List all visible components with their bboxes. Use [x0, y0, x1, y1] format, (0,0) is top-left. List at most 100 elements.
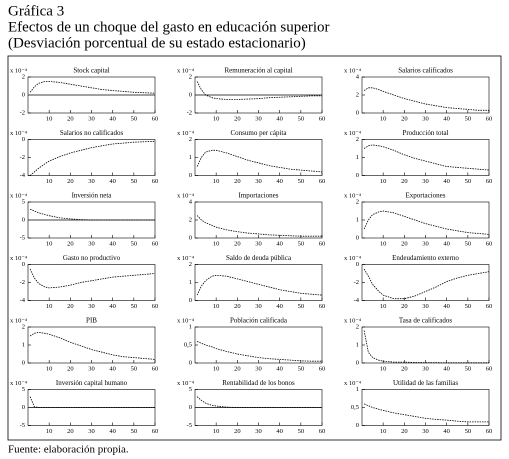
- x-tick-label: 10: [46, 428, 53, 435]
- x-tick-label: 20: [401, 240, 408, 247]
- scale-label: x 10⁻⁴: [10, 130, 28, 137]
- x-tick-label: 10: [46, 303, 53, 310]
- y-tick-label: -5: [20, 422, 25, 429]
- x-tick-label: 40: [109, 178, 116, 185]
- scale-label: x 10⁻⁴: [344, 192, 362, 199]
- y-tick-label: 0: [356, 359, 359, 366]
- x-tick-label: 20: [234, 240, 241, 247]
- x-tick-label: 30: [88, 240, 95, 247]
- y-tick-label: 1: [22, 341, 25, 348]
- x-tick-label: 60: [486, 428, 493, 435]
- x-tick-label: 20: [401, 178, 408, 185]
- x-tick-label: 60: [152, 115, 159, 122]
- x-tick-label: 30: [88, 178, 95, 185]
- x-tick-label: 30: [422, 178, 429, 185]
- x-tick-label: 60: [486, 178, 493, 185]
- scale-label: x 10⁻⁴: [177, 67, 195, 74]
- plot-frame: [361, 76, 490, 114]
- y-tick-label: -2: [187, 109, 192, 116]
- panel-title: Inversión capital humano: [56, 379, 128, 387]
- y-tick-label: 2: [356, 323, 359, 330]
- x-tick-label: 40: [443, 303, 450, 310]
- scale-label: x 10⁻⁴: [10, 317, 28, 324]
- x-tick-label: 20: [401, 303, 408, 310]
- x-tick-label: 60: [319, 365, 326, 372]
- y-tick-label: 0: [22, 261, 25, 268]
- x-tick-label: 30: [422, 240, 429, 247]
- x-tick-label: 10: [380, 115, 387, 122]
- scale-label: x 10⁻⁴: [10, 255, 28, 262]
- x-tick-label: 50: [131, 178, 138, 185]
- plot-frame: [361, 264, 490, 301]
- y-tick-label: -4: [354, 297, 360, 304]
- x-tick-label: 10: [46, 178, 53, 185]
- x-tick-label: 40: [443, 178, 450, 185]
- scale-label: x 10⁻⁴: [344, 380, 362, 387]
- x-tick-label: 30: [88, 115, 95, 122]
- plot-frame: [194, 201, 323, 239]
- y-tick-label: 0: [22, 216, 25, 223]
- y-tick-label: 0: [356, 109, 359, 116]
- y-tick-label: 1: [356, 386, 359, 393]
- y-tick-label: 4: [189, 198, 193, 205]
- x-tick-label: 50: [131, 115, 138, 122]
- x-tick-label: 50: [298, 303, 305, 310]
- panel-title: Utilidad de las familias: [393, 379, 458, 387]
- x-tick-label: 60: [152, 303, 159, 310]
- x-tick-label: 60: [319, 240, 326, 247]
- series-line: [29, 208, 155, 221]
- y-tick-label: 0: [189, 91, 192, 98]
- x-tick-label: 50: [131, 365, 138, 372]
- x-tick-label: 40: [443, 428, 450, 435]
- y-tick-label: 2: [189, 261, 192, 268]
- series-line: [29, 140, 156, 176]
- x-tick-label: 40: [109, 115, 116, 122]
- y-tick-label: 5: [22, 386, 25, 393]
- x-tick-label: 50: [298, 240, 305, 247]
- panel-title: Rentabilidad de los bonos: [222, 379, 295, 387]
- x-tick-label: 50: [131, 303, 138, 310]
- scale-label: x 10⁻⁴: [344, 130, 362, 137]
- x-tick-label: 30: [255, 178, 262, 185]
- panel-title: Remuneración al capital: [224, 67, 292, 75]
- x-tick-label: 50: [465, 115, 472, 122]
- y-tick-label: -2: [20, 109, 25, 116]
- y-tick-label: -2: [20, 154, 25, 161]
- series-line: [196, 341, 322, 362]
- footer: Fuente: elaboración propia.: [8, 444, 129, 456]
- panel-title: PIB: [86, 317, 97, 325]
- x-tick-label: 40: [109, 428, 116, 435]
- x-tick-label: 30: [88, 303, 95, 310]
- scale-label: x 10⁻⁴: [10, 192, 28, 199]
- figure-title: Gráfica 3: [8, 3, 64, 19]
- y-tick-label: 2: [22, 323, 25, 330]
- y-tick-label: -5: [187, 422, 192, 429]
- x-tick-label: 20: [234, 178, 241, 185]
- series-line: [29, 396, 155, 408]
- panel-title: Salarios calificados: [398, 67, 453, 75]
- series-line: [363, 144, 490, 171]
- y-tick-label: 0: [22, 359, 25, 366]
- x-tick-label: 20: [234, 303, 241, 310]
- x-tick-label: 10: [213, 240, 220, 247]
- y-tick-label: 0: [189, 172, 192, 179]
- series-line: [29, 268, 156, 289]
- scale-label: x 10⁻⁴: [344, 317, 362, 324]
- scale-label: x 10⁻⁴: [10, 67, 28, 74]
- x-tick-label: 20: [234, 365, 241, 372]
- y-tick-label: 0,5: [351, 404, 359, 411]
- panel-title: Salarios no calificados: [60, 129, 124, 137]
- x-tick-label: 60: [319, 428, 326, 435]
- y-tick-label: 1: [189, 154, 192, 161]
- x-tick-label: 30: [88, 428, 95, 435]
- y-tick-label: 0,5: [184, 341, 192, 348]
- panel-title: Población calificada: [230, 317, 288, 325]
- x-tick-label: 10: [46, 115, 53, 122]
- x-tick-label: 40: [109, 303, 116, 310]
- plot-frame: [194, 264, 323, 301]
- y-tick-label: 1: [189, 279, 192, 286]
- y-tick-label: 0: [189, 359, 192, 366]
- y-tick-label: 0: [189, 297, 192, 304]
- x-tick-label: 60: [319, 303, 326, 310]
- x-tick-label: 50: [465, 178, 472, 185]
